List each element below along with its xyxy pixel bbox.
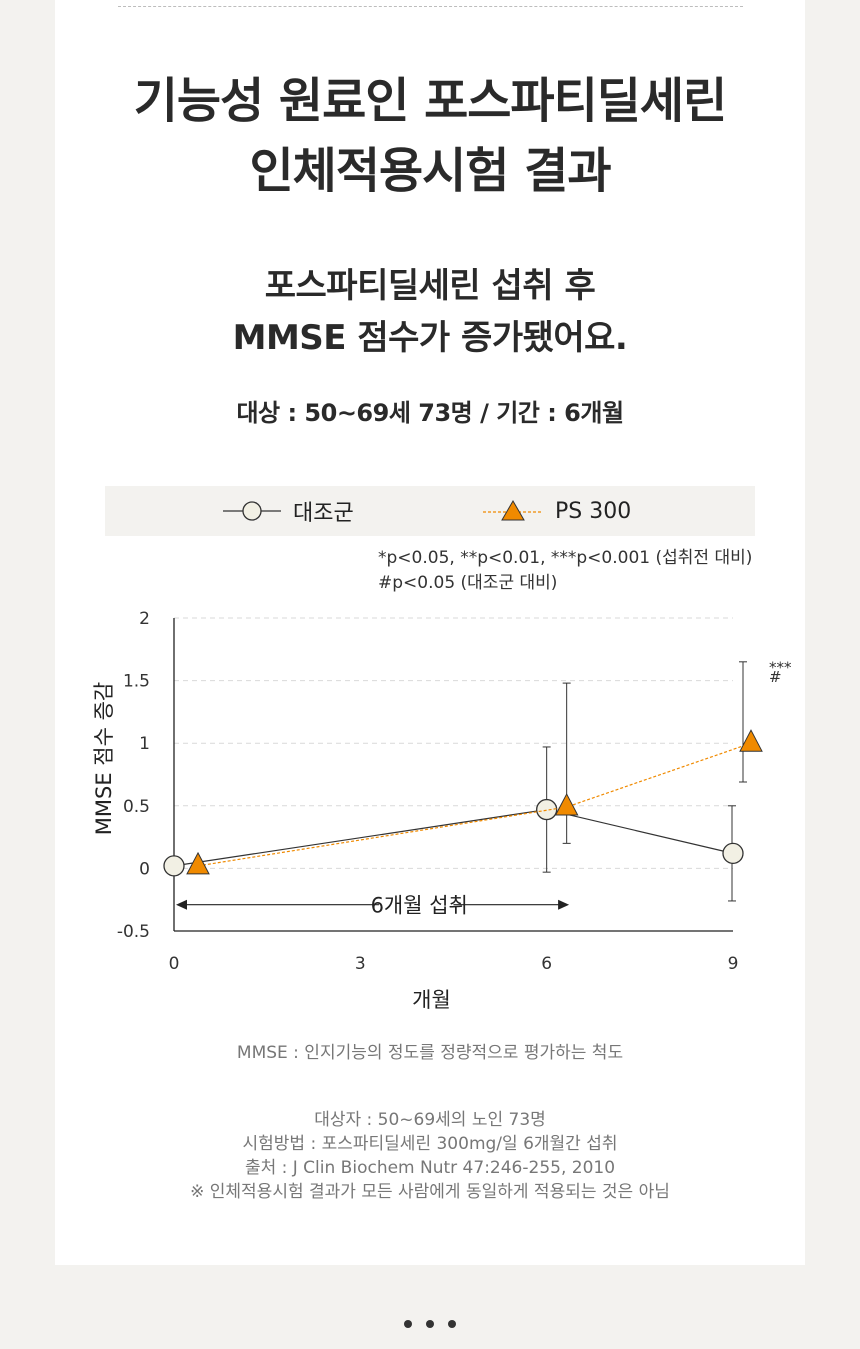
subtitle-line-2: MMSE 점수가 증가됐어요. — [232, 318, 628, 358]
x-tick-label: 3 — [355, 954, 366, 974]
data-point-control — [163, 855, 185, 877]
significance-note: *p<0.05, **p<0.01, ***p<0.001 (섭취전 대비) #… — [378, 546, 752, 596]
subtitle-line-1: 포스파티딜세린 섭취 후 — [264, 266, 596, 306]
x-tick-label: 9 — [728, 954, 739, 974]
top-dashed-divider — [118, 6, 743, 7]
legend-label-ps: PS 300 — [555, 498, 632, 524]
y-tick-label: 1.5 — [123, 672, 150, 692]
legend-triangle-icon — [483, 500, 543, 521]
y-axis-label: MMSE 점수 증감 — [92, 682, 116, 835]
y-tick-label: 1 — [139, 734, 150, 754]
more-indicator — [0, 1313, 860, 1332]
page-title: 기능성 원료인 포스파티딜세린 인체적용시험 결과 — [55, 66, 805, 206]
note-subjects: 대상자 : 50~69세의 노인 73명 — [314, 1110, 546, 1130]
page-subtitle: 포스파티딜세린 섭취 후 MMSE 점수가 증가됐어요. — [55, 260, 805, 364]
x-axis-label: 개월 — [412, 988, 451, 1012]
series-line-ps — [197, 742, 752, 867]
dot-2 — [426, 1320, 434, 1328]
period-arrow-right-head — [558, 899, 570, 910]
data-point-control — [536, 798, 558, 821]
x-tick-label: 6 — [541, 954, 552, 974]
legend-item-control: 대조군 — [223, 486, 354, 536]
mmse-line-chart: 2 1.5 1 0.5 0 -0.5 0 3 6 9 개월 MMSE 점수 증감 6개월 섭취 ***# — [92, 609, 792, 1012]
title-line-2: 인체적용시험 결과 — [249, 143, 612, 199]
significance-hash: # — [769, 668, 782, 686]
dot-3 — [448, 1320, 456, 1328]
title-line-1: 기능성 원료인 포스파티딜세린 — [133, 73, 728, 129]
dot-1 — [404, 1320, 412, 1328]
series-line-control — [173, 808, 734, 867]
note-method: 시험방법 : 포스파티딜세린 300mg/일 6개월간 섭취 — [242, 1134, 618, 1154]
content-card: 기능성 원료인 포스파티딜세린 인체적용시험 결과 포스파티딜세린 섭취 후 M… — [55, 0, 805, 1265]
note-mmse: MMSE : 인지기능의 정도를 정량적으로 평가하는 척도 — [236, 1043, 624, 1063]
period-arrow-left-head — [176, 899, 187, 910]
x-tick-label: 0 — [169, 954, 180, 974]
y-tick-label: 0.5 — [123, 797, 150, 817]
data-point-ps — [554, 792, 579, 816]
note-source: 출처 : J Clin Biochem Nutr 47:246-255, 201… — [244, 1158, 616, 1178]
y-tick-label: 0 — [139, 859, 150, 879]
note-block: 대상자 : 50~69세의 노인 73명 시험방법 : 포스파티딜세린 300m… — [55, 1108, 805, 1204]
data-point-control — [722, 842, 744, 865]
legend-label-control: 대조군 — [293, 501, 354, 526]
chart-legend: 대조군 PS 300 — [105, 486, 755, 536]
y-tick-label: 2 — [139, 609, 150, 629]
study-target: 대상 : 50~69세 73명 / 기간 : 6개월 — [236, 399, 624, 427]
significance-line-1: *p<0.05, **p<0.01, ***p<0.001 (섭취전 대비) — [378, 548, 753, 568]
note-disclaimer: ※ 인체적용시험 결과가 모든 사람에게 동일하게 적용되는 것은 아님 — [190, 1182, 670, 1202]
period-label: 6개월 섭취 — [371, 894, 468, 918]
y-tick-label: -0.5 — [117, 922, 150, 942]
significance-line-2: #p<0.05 (대조군 대비) — [378, 573, 558, 593]
data-point-ps — [186, 851, 210, 875]
data-point-ps — [739, 729, 763, 752]
legend-circle-icon — [223, 501, 281, 521]
legend-item-ps: PS 300 — [483, 486, 631, 536]
significance-stars: *** — [769, 658, 792, 676]
